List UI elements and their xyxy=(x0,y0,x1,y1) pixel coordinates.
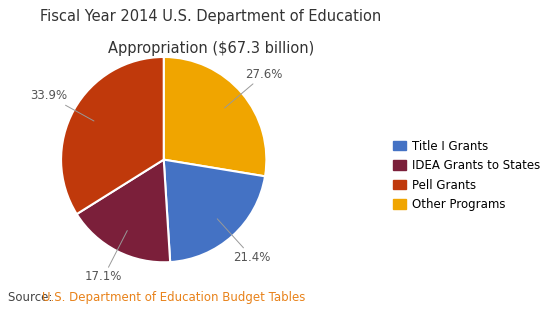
Text: Appropriation ($67.3 billion): Appropriation ($67.3 billion) xyxy=(108,41,314,56)
Wedge shape xyxy=(61,57,164,214)
Wedge shape xyxy=(164,57,266,176)
Text: 21.4%: 21.4% xyxy=(217,219,270,264)
Wedge shape xyxy=(77,160,170,262)
Text: Source:: Source: xyxy=(8,290,57,304)
Text: U.S. Department of Education Budget Tables: U.S. Department of Education Budget Tabl… xyxy=(42,290,305,304)
Legend: Title I Grants, IDEA Grants to States, Pell Grants, Other Programs: Title I Grants, IDEA Grants to States, P… xyxy=(389,136,543,214)
Wedge shape xyxy=(164,160,265,262)
Text: 33.9%: 33.9% xyxy=(30,90,94,121)
Text: 17.1%: 17.1% xyxy=(85,231,127,283)
Text: 27.6%: 27.6% xyxy=(225,68,282,108)
Text: Fiscal Year 2014 U.S. Department of Education: Fiscal Year 2014 U.S. Department of Educ… xyxy=(41,9,381,24)
